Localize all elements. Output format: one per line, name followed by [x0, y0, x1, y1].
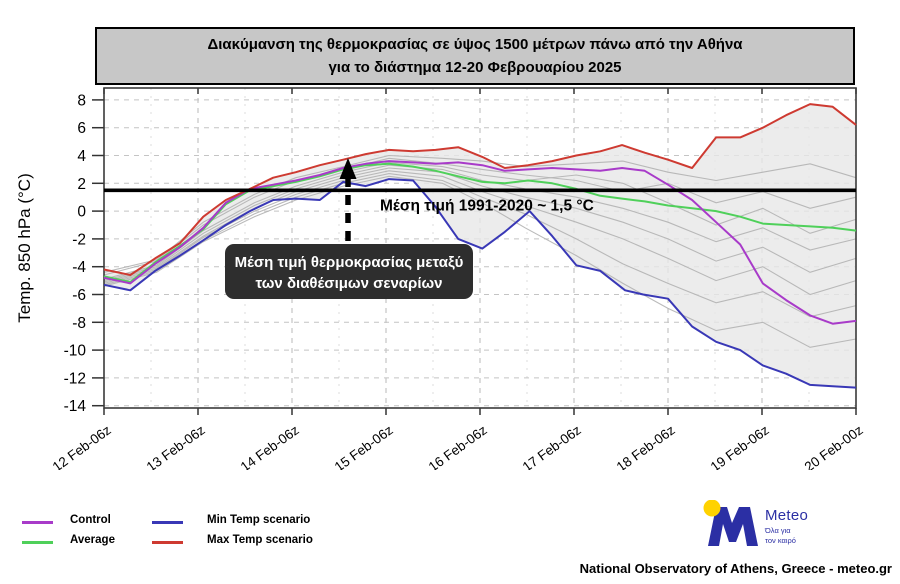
ensemble-member-line	[103, 157, 857, 276]
svg-text:-8: -8	[72, 315, 86, 332]
svg-text:-12: -12	[64, 370, 86, 387]
svg-text:2: 2	[77, 176, 86, 193]
ensemble-member-line	[103, 161, 857, 280]
ensemble-member-line	[103, 173, 857, 318]
legend-label-average: Average	[70, 534, 115, 546]
svg-text:-6: -6	[72, 287, 86, 304]
svg-text:19 Feb-06z: 19 Feb-06z	[708, 422, 772, 470]
series-ctl	[103, 160, 857, 325]
average-line-swatch	[22, 541, 53, 544]
ensemble-member-line	[103, 154, 857, 273]
svg-text:12 Feb-06z: 12 Feb-06z	[50, 422, 114, 470]
chart-title-line2: για το διάστημα 12-20 Φεβρουαρίου 2025	[328, 59, 622, 76]
meteo-logo: Meteo Όλα για τον καιρό	[703, 498, 893, 550]
svg-text:των διαθέσιμων σεναρίων: των διαθέσιμων σεναρίων	[255, 275, 442, 292]
chart-title: Διακύμανση της θερμοκρασίας σε ύψος 1500…	[95, 27, 855, 85]
svg-text:-14: -14	[64, 398, 87, 415]
svg-text:6: 6	[77, 120, 86, 137]
mean-reference-label: Μέση τιμή 1991-2020 ~ 1,5 °C	[380, 197, 594, 214]
series-avg	[103, 162, 857, 283]
control-line-swatch	[22, 521, 53, 524]
scenario-envelope	[104, 104, 856, 388]
series-min	[103, 178, 857, 389]
attribution-text: National Observatory of Athens, Greece -…	[579, 561, 892, 576]
svg-text:8: 8	[77, 92, 86, 109]
chart-title-line1: Διακύμανση της θερμοκρασίας σε ύψος 1500…	[207, 35, 743, 53]
svg-text:-4: -4	[72, 259, 86, 276]
svg-text:Μέση τιμή θερμοκρασίας μεταξύ: Μέση τιμή θερμοκρασίας μεταξύ	[235, 254, 464, 271]
legend-label-max-temp: Max Temp scenario	[207, 534, 313, 546]
svg-text:18 Feb-06z: 18 Feb-06z	[614, 422, 678, 470]
svg-text:16 Feb-06z: 16 Feb-06z	[426, 422, 490, 470]
svg-text:14 Feb-06z: 14 Feb-06z	[238, 422, 302, 470]
meteo-m-icon	[703, 500, 758, 546]
legend-label-min-temp: Min Temp scenario	[207, 514, 311, 526]
svg-text:-2: -2	[72, 231, 86, 248]
svg-text:17 Feb-06z: 17 Feb-06z	[520, 422, 584, 470]
series-max	[103, 103, 857, 276]
svg-text:-10: -10	[64, 343, 87, 360]
ensemble-member-line	[103, 175, 857, 348]
meteo-tagline: Όλα για τον καιρό	[765, 526, 796, 545]
svg-text:Temp. 850 hPa (°C): Temp. 850 hPa (°C)	[15, 173, 34, 322]
svg-text:13 Feb-06z: 13 Feb-06z	[144, 422, 208, 470]
svg-text:15 Feb-06z: 15 Feb-06z	[332, 422, 396, 470]
min-temp-line-swatch	[152, 521, 183, 524]
max-temp-line-swatch	[152, 541, 183, 544]
svg-text:0: 0	[77, 204, 86, 221]
chart-svg: 12 Feb-06z 13 Feb-06z 14 Feb-06z 15 Feb-06z…	[15, 87, 866, 470]
meteo-brand-text: Meteo	[765, 507, 809, 524]
legend-label-control: Control	[70, 514, 111, 526]
svg-text:4: 4	[77, 148, 86, 165]
svg-text:20 Feb-00z: 20 Feb-00z	[802, 422, 866, 470]
annotation-box	[225, 244, 473, 299]
